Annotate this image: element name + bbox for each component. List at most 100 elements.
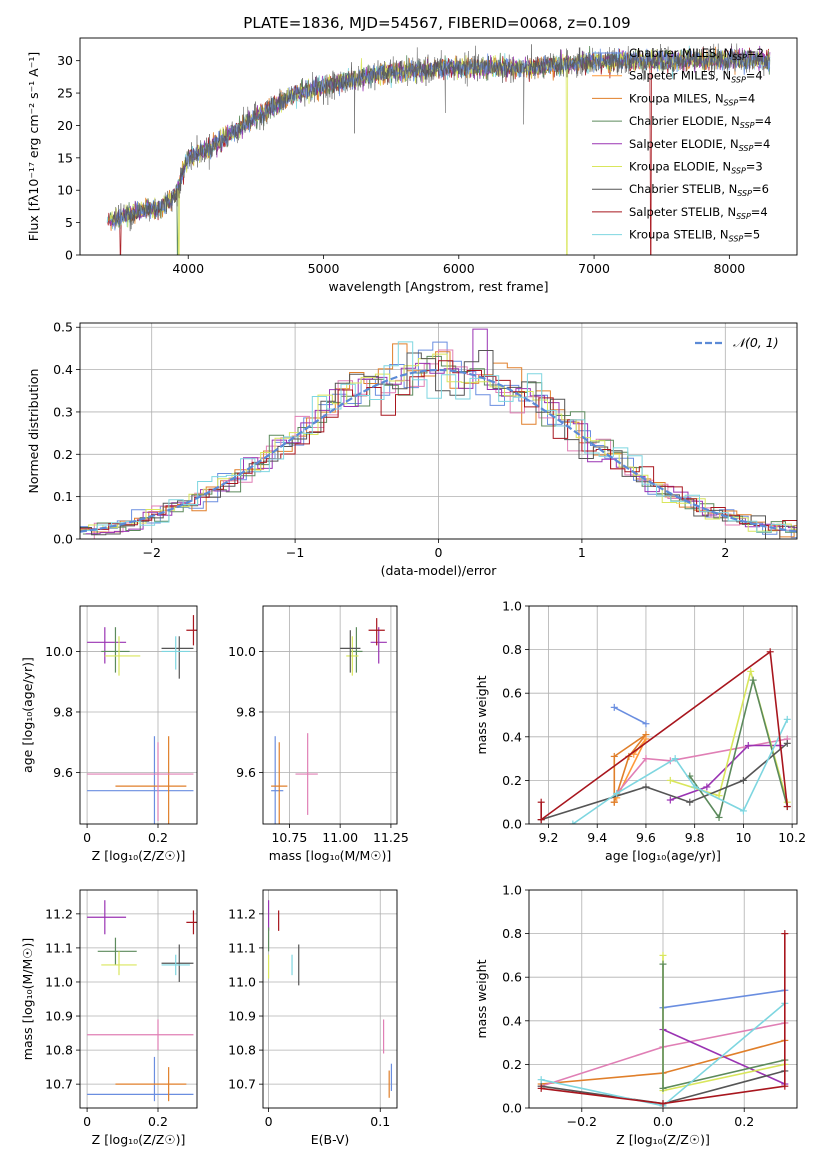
y-tick-label: 11.0 <box>228 974 256 989</box>
mass_weight_vs_Z-lines <box>537 930 789 1108</box>
y-tick-label: 25 <box>57 86 73 101</box>
x-axis-label: mass [log₁₀(M/M☉)] <box>269 848 391 863</box>
y-tick-label: 5 <box>65 215 73 230</box>
x-axis-label: wavelength [Angstrom, rest frame] <box>328 279 548 294</box>
y-tick-label: 20 <box>57 118 73 133</box>
y-axis-label: mass weight <box>474 959 489 1038</box>
mass_vs_Z-axes: 0 0.2 10.7 10.8 10.9 11.0 11.1 11.2 Z [log₁₀(Z/Z… <box>20 889 198 1147</box>
y-tick-label: 0.3 <box>53 404 73 419</box>
y-tick-label: 0.2 <box>502 1057 522 1072</box>
x-tick-label: 0.2 <box>148 1114 168 1129</box>
y-axis-label: mass weight <box>474 675 489 754</box>
legend-entry: Kroupa STELIB, NSSP=5 <box>629 228 760 244</box>
axes-frame <box>262 605 398 825</box>
legend-entry: Chabrier STELIB, NSSP=6 <box>629 182 769 198</box>
x-tick-label: 9.4 <box>587 830 607 845</box>
x-tick-label: 5000 <box>308 261 340 276</box>
y-tick-label: 9.8 <box>53 704 73 719</box>
y-tick-label: 10.0 <box>45 644 73 659</box>
x-tick-label: −0.2 <box>567 1114 597 1129</box>
normal-curve <box>80 368 797 533</box>
x-tick-label: 7000 <box>578 261 610 276</box>
spectrum-line-chabrier-stelib <box>111 43 771 232</box>
mass_weight_vs_age-axes: 9.2 9.4 9.6 9.8 10 10.2 0.0 0.2 0.4 0.6 0.8 1.0 age … <box>474 599 806 864</box>
y-tick-label: 9.6 <box>53 765 73 780</box>
mass_weight_vs_Z-axes: −0.2 0.0 0.2 0.0 0.2 0.4 0.6 0.8 1.0 Z [log₁₀(Z/Z… <box>474 883 798 1147</box>
legend-entry: Chabrier ELODIE, NSSP=4 <box>629 114 771 130</box>
histogram-step <box>85 328 797 535</box>
x-tick-label: 9.6 <box>636 830 656 845</box>
legend-entry: Salpeter STELIB, NSSP=4 <box>629 205 768 221</box>
age_vs_mass-axes: 10.75 11.00 11.25 9.6 9.8 10.0 mass [log₁₀(M/M… <box>228 605 409 863</box>
y-tick-label: 11.2 <box>45 906 73 921</box>
y-tick-label: 0.2 <box>53 447 73 462</box>
series-line <box>613 706 647 725</box>
mass_vs_Z-points <box>87 900 197 1102</box>
x-axis-label: (data-model)/error <box>381 563 498 578</box>
series-line <box>662 1028 786 1085</box>
y-tick-label: 0.0 <box>53 532 73 547</box>
x-tick-label: 11.25 <box>373 830 409 845</box>
series-line <box>670 744 780 801</box>
y-tick-label: 0.4 <box>502 1013 522 1028</box>
mass_weight_vs_age-lines <box>537 648 791 824</box>
y-tick-label: 10.9 <box>228 1009 256 1024</box>
series-line <box>616 738 788 795</box>
x-tick-label: −2 <box>142 545 160 560</box>
y-tick-label: 0.1 <box>53 489 73 504</box>
x-tick-label: −1 <box>286 545 304 560</box>
x-tick-label: 6000 <box>443 261 475 276</box>
mass_vs_ebv-points <box>267 900 393 1098</box>
axes-frame <box>528 889 798 1109</box>
spectrum-axes: 4000 5000 6000 7000 8000 0 5 10 15 20 25 30 waveleng… <box>26 37 798 294</box>
legend-entry: 𝒩(0, 1) <box>733 335 779 350</box>
x-tick-label: 9.8 <box>685 830 705 845</box>
x-tick-label: 1 <box>578 545 586 560</box>
y-tick-label: 10.9 <box>45 1009 73 1024</box>
series-line <box>572 719 789 824</box>
axes-frame <box>79 605 198 825</box>
age_vs_Z-axes: 0 0.2 9.6 9.8 10.0 Z [log₁₀(Z/Z☉)] age [log₁₀(… <box>20 605 198 863</box>
x-tick-label: 11.00 <box>322 830 358 845</box>
y-axis-label: Flux [fλ10⁻¹⁷ erg cm⁻² s⁻¹ A⁻¹] <box>26 52 41 241</box>
histogram-step <box>80 353 797 532</box>
x-tick-label: 10.75 <box>271 830 307 845</box>
y-tick-label: 15 <box>57 150 73 165</box>
legend-entry: Kroupa MILES, NSSP=4 <box>629 91 755 107</box>
y-tick-label: 0.2 <box>502 773 522 788</box>
y-tick-label: 0.6 <box>502 970 522 985</box>
x-tick-label: 0 <box>265 1114 273 1129</box>
y-axis-label: mass [log₁₀(M/M☉)] <box>20 938 35 1060</box>
legend-entry: Kroupa ELODIE, NSSP=3 <box>629 160 763 176</box>
residuals-axes: −2 −1 0 1 2 0.0 0.1 0.2 0.3 0.4 0.5 (data-model)/er… <box>26 320 798 578</box>
x-tick-label: 2 <box>721 545 729 560</box>
y-axis-label: age [log₁₀(age/yr)] <box>20 657 35 773</box>
y-tick-label: 1.0 <box>502 883 522 898</box>
x-axis-label: Z [log₁₀(Z/Z☉)] <box>92 1132 186 1147</box>
histogram-step <box>80 343 797 538</box>
x-tick-label: 4000 <box>172 261 204 276</box>
series-line <box>540 650 789 822</box>
y-tick-label: 10.7 <box>228 1077 256 1092</box>
legend-entry: Chabrier MILES, NSSP=2 <box>629 46 764 62</box>
y-tick-label: 0.5 <box>53 320 73 335</box>
axes-frame <box>79 889 198 1109</box>
y-tick-label: 0.4 <box>53 362 73 377</box>
legend-entry: Salpeter ELODIE, NSSP=4 <box>629 137 770 153</box>
y-tick-label: 0.6 <box>502 686 522 701</box>
y-tick-label: 0.0 <box>502 1101 522 1116</box>
y-tick-label: 11.1 <box>45 940 73 955</box>
y-tick-label: 0.8 <box>502 926 522 941</box>
x-axis-label: Z [log₁₀(Z/Z☉)] <box>92 848 186 863</box>
y-axis-label: Normed distribution <box>26 369 41 494</box>
x-tick-label: 9.2 <box>539 830 559 845</box>
series-line <box>662 989 785 1009</box>
age_vs_Z-points <box>87 615 197 824</box>
x-tick-label: 0.1 <box>370 1114 390 1129</box>
x-axis-label: age [log₁₀(age/yr)] <box>605 848 721 863</box>
y-tick-label: 10.8 <box>228 1043 256 1058</box>
histograms <box>80 328 797 539</box>
legend-entry: Salpeter MILES, NSSP=4 <box>629 69 763 85</box>
y-tick-label: 9.6 <box>236 765 256 780</box>
